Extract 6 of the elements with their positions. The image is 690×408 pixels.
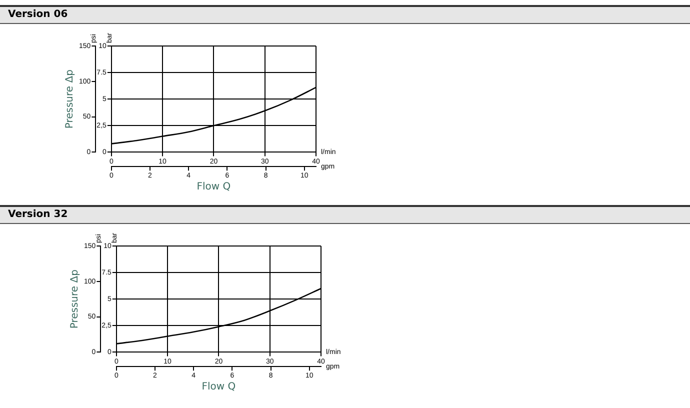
x-axis-title: Flow Q	[196, 182, 231, 193]
chart-title: Version 06	[0, 5, 690, 24]
x-axis-title: Flow Q	[202, 382, 236, 393]
y2-axis-title: Pressure Δp	[64, 70, 76, 129]
chart-title: Version 32	[0, 205, 690, 224]
y2-axis-title: Pressure Δp	[70, 270, 81, 329]
